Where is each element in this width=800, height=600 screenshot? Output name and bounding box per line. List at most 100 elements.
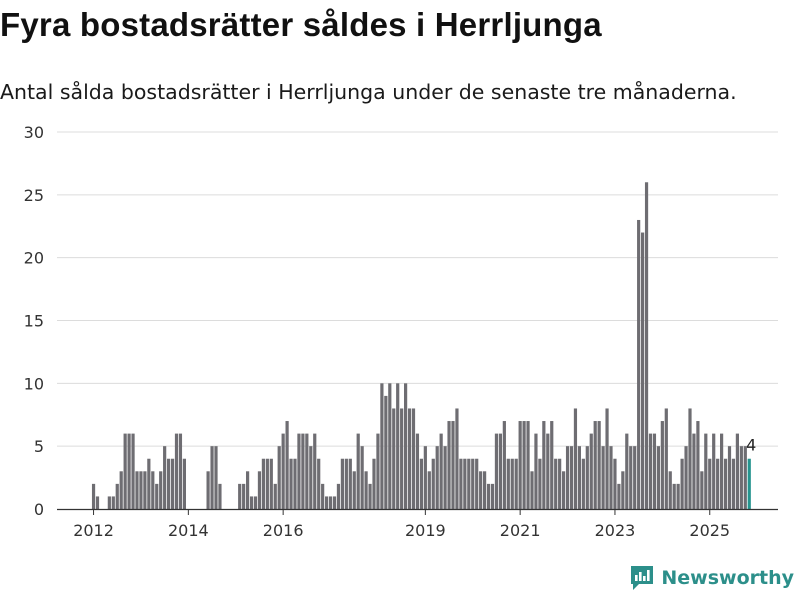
bar — [526, 421, 530, 509]
x-tick-label: 2019 — [405, 521, 446, 540]
bar — [364, 471, 368, 509]
bar — [463, 458, 467, 509]
x-tick-label: 2012 — [73, 521, 114, 540]
bar — [309, 446, 313, 509]
bar — [498, 433, 502, 509]
bar — [577, 446, 581, 509]
bar — [621, 471, 625, 509]
x-tick-label: 2016 — [263, 521, 304, 540]
bar — [332, 496, 337, 509]
x-tick-label: 2014 — [168, 521, 209, 540]
newsworthy-logo-icon — [631, 566, 654, 590]
bar — [376, 433, 380, 509]
bar — [641, 232, 645, 510]
bar — [727, 446, 732, 509]
bar — [151, 471, 155, 509]
x-tick-label: 2023 — [595, 521, 636, 540]
bar — [593, 421, 597, 509]
bar — [479, 471, 483, 509]
bar — [313, 433, 317, 509]
bar — [546, 433, 550, 509]
bar — [131, 433, 135, 509]
bar — [672, 483, 676, 509]
bar — [510, 458, 514, 509]
y-tick-label: 5 — [34, 437, 44, 456]
bar — [210, 446, 214, 509]
bar — [739, 446, 743, 509]
bar — [684, 446, 688, 509]
bar — [249, 496, 254, 509]
highlight-data-label: 4 — [746, 436, 756, 455]
bar — [107, 496, 111, 509]
bar — [459, 458, 463, 509]
bar — [297, 433, 301, 509]
bar — [352, 471, 356, 509]
bar — [486, 483, 491, 509]
bar — [731, 458, 736, 509]
bar — [490, 483, 495, 509]
bar — [656, 446, 660, 509]
bar — [716, 458, 720, 509]
y-tick-label: 30 — [24, 123, 44, 142]
bar — [613, 458, 617, 509]
bar — [91, 483, 96, 509]
y-tick-label: 25 — [24, 186, 44, 205]
bar — [601, 446, 605, 509]
bar — [554, 458, 558, 509]
bar — [427, 471, 431, 509]
bar — [261, 458, 265, 509]
bar — [301, 433, 305, 509]
bar — [502, 421, 506, 509]
bar — [443, 446, 447, 509]
bar — [664, 408, 668, 509]
bar — [530, 471, 534, 509]
bar — [265, 458, 269, 509]
bar — [419, 458, 423, 509]
bar — [147, 458, 151, 509]
bar — [269, 458, 273, 509]
bar — [514, 458, 518, 509]
bar — [680, 458, 684, 509]
bar — [688, 408, 692, 509]
bar — [629, 446, 633, 509]
bar — [159, 471, 163, 509]
bar — [289, 458, 293, 509]
bar — [522, 421, 526, 509]
highlight-bar — [747, 458, 751, 509]
bar — [648, 433, 653, 509]
bar — [257, 471, 262, 509]
bar — [407, 408, 412, 509]
bar — [321, 483, 325, 509]
bar — [609, 446, 613, 509]
bar — [518, 421, 522, 509]
bar — [692, 433, 696, 509]
bar — [317, 458, 321, 509]
bar — [439, 433, 443, 509]
bar — [467, 458, 471, 509]
bar — [174, 433, 179, 509]
bar — [451, 421, 455, 509]
bar — [380, 383, 384, 509]
bar — [155, 483, 159, 509]
bar — [743, 446, 747, 509]
bar — [708, 458, 712, 509]
x-tick-label: 2025 — [689, 521, 730, 540]
bar — [246, 471, 250, 509]
bar — [281, 433, 285, 509]
bar — [562, 471, 566, 509]
bar — [723, 458, 728, 509]
bar — [534, 433, 538, 509]
newsworthy-logo[interactable]: Newsworthy — [629, 564, 794, 592]
bar — [494, 433, 499, 509]
bar — [123, 433, 127, 509]
bar — [328, 496, 333, 509]
bar — [384, 395, 388, 509]
bar — [411, 408, 416, 509]
bar — [388, 383, 392, 509]
bar — [111, 496, 115, 509]
bar — [644, 182, 649, 509]
bar — [404, 383, 408, 509]
bar — [167, 458, 171, 509]
bar — [348, 458, 352, 509]
